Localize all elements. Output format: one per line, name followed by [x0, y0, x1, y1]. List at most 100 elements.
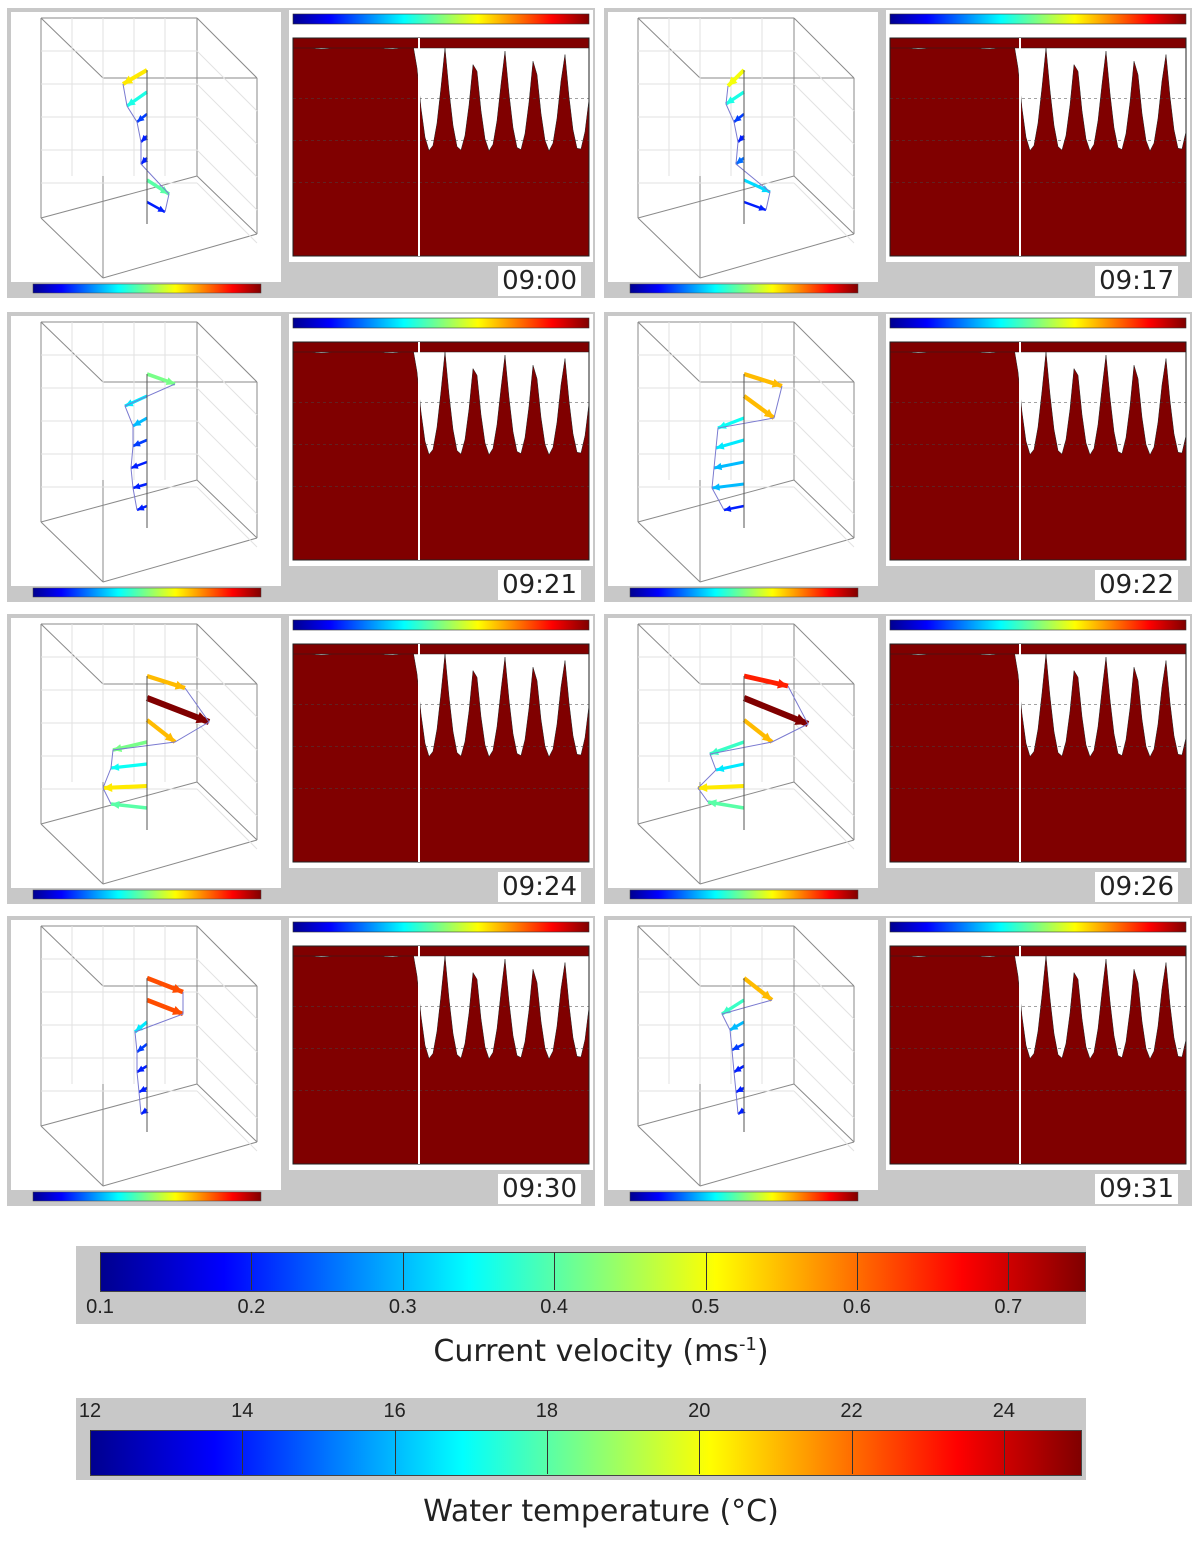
panel-time-label: 09:21 [498, 570, 581, 600]
cube-edge [40, 521, 104, 583]
velocity-arrow-head [111, 800, 120, 809]
cube-grid-line [196, 50, 258, 112]
velocity-arrow-head [131, 462, 139, 469]
velocity-arrow-head [726, 96, 735, 104]
scale-tick-label: 14 [231, 1400, 254, 1422]
cube-edge [637, 1125, 701, 1187]
cube-grid-line [196, 116, 258, 178]
cube-edge [637, 521, 701, 583]
scale-tick-mark [394, 1430, 396, 1474]
mini-temperature-colorbar [292, 921, 590, 933]
cube-grid-line [793, 991, 855, 1053]
temperature-colorbar-gradient [90, 1430, 1082, 1476]
cube-grid-line [196, 387, 258, 449]
cube-edge [196, 479, 258, 539]
cube-edge [196, 925, 258, 987]
cube-edge [793, 1083, 855, 1143]
cube-grid-line [793, 149, 855, 211]
scale-tick-mark [1008, 1252, 1010, 1290]
temperature-contour-band [292, 37, 590, 49]
temperature-contour-band [292, 341, 590, 353]
velocity-arrow-head [165, 377, 175, 385]
snapshot-panel: 09:22 [604, 312, 1192, 602]
cube-edge [40, 1125, 104, 1187]
mini-velocity-colorbar [32, 889, 262, 900]
velocity-arrow-head [103, 783, 113, 792]
temperature-contour-band [292, 643, 590, 655]
mini-velocity-colorbar [629, 1191, 859, 1202]
scale-tick-label: 16 [383, 1400, 406, 1422]
temperature-contour-band [889, 945, 1187, 957]
cube-grid-line [196, 420, 258, 482]
cube-grid-line [793, 354, 855, 416]
mini-velocity-colorbar [629, 587, 859, 598]
snapshot-svg [608, 314, 1190, 598]
cube-grid-line [196, 1090, 258, 1152]
velocity-arrow-head [174, 680, 185, 690]
scale-tick-label: 0.6 [843, 1296, 871, 1318]
scale-tick-label: 12 [78, 1400, 102, 1422]
velocity-profile-line [721, 999, 773, 1115]
contour-frame [292, 37, 590, 257]
contour-frame [292, 945, 590, 1165]
scale-tick-mark [851, 1430, 853, 1474]
velocity-arrow-head [734, 1065, 742, 1072]
scale-tick-label: 0.4 [540, 1296, 569, 1318]
cube-edge [102, 839, 258, 885]
mini-temperature-colorbar [292, 317, 590, 329]
cube-grid-line [793, 1024, 855, 1086]
velocity-arrow-head [698, 783, 708, 793]
scale-tick-mark [90, 1430, 91, 1474]
velocity-scale-title: Current velocity (ms-1) [433, 1334, 769, 1369]
velocity-arrow-head [777, 679, 788, 689]
velocity-arrow-head [736, 1085, 744, 1092]
mini-velocity-colorbar [32, 1191, 262, 1202]
velocity-arrow-head [137, 114, 145, 122]
cube-grid-line [793, 182, 855, 244]
velocity-arrow-head [728, 76, 738, 86]
scale-tick-mark [856, 1252, 858, 1290]
cube-plot-background [608, 920, 878, 1190]
cube-edge [196, 781, 258, 841]
velocity-arrow-head [141, 134, 149, 142]
mini-temperature-colorbar [889, 921, 1187, 933]
velocity-arrow-head [708, 799, 717, 808]
cube-edge [793, 479, 855, 539]
velocity-arrow-head [137, 1044, 145, 1052]
cube-grid-line [793, 722, 855, 784]
velocity-colorbar: 0.1 0.2 0.3 0.4 0.5 0.6 0.7 [76, 1246, 1086, 1326]
velocity-arrow-head [133, 440, 141, 447]
cube-edge [793, 321, 855, 383]
cube-edge [637, 217, 701, 279]
snapshot-svg [11, 616, 593, 900]
cube-edge [102, 233, 258, 279]
snapshot-panel: 09:17 [604, 8, 1192, 298]
velocity-arrow-head [123, 75, 134, 84]
cube-plot-background [11, 920, 281, 1190]
cube-grid-line [196, 722, 258, 784]
snapshot-panel: 09:26 [604, 614, 1192, 904]
cube-grid-line [793, 116, 855, 178]
cube-grid-line [793, 788, 855, 850]
scale-tick-mark [554, 1252, 556, 1290]
scale-tick-label: 20 [688, 1400, 711, 1422]
scale-tick-mark [251, 1252, 253, 1290]
mini-velocity-colorbar [32, 587, 262, 598]
scale-tick-mark [402, 1252, 404, 1290]
velocity-profile-line [134, 992, 184, 1115]
velocity-arrow-head [758, 204, 766, 211]
scale-tick-mark [242, 1430, 244, 1474]
temperature-colorbar: 12 14 16 18 20 22 24 [76, 1398, 1086, 1480]
scale-tick-label: 24 [992, 1400, 1015, 1422]
cube-grid-line [196, 788, 258, 850]
cube-grid-line [793, 1057, 855, 1119]
cube-grid-line [793, 387, 855, 449]
scale-tick-mark [100, 1252, 101, 1290]
snapshot-svg [608, 918, 1190, 1202]
panel-time-label: 09:31 [1095, 1174, 1178, 1204]
panel-time-label: 09:17 [1095, 266, 1178, 296]
contour-frame [292, 643, 590, 863]
cube-grid-line [196, 182, 258, 244]
cube-grid-line [793, 1090, 855, 1152]
mini-temperature-colorbar [889, 619, 1187, 631]
